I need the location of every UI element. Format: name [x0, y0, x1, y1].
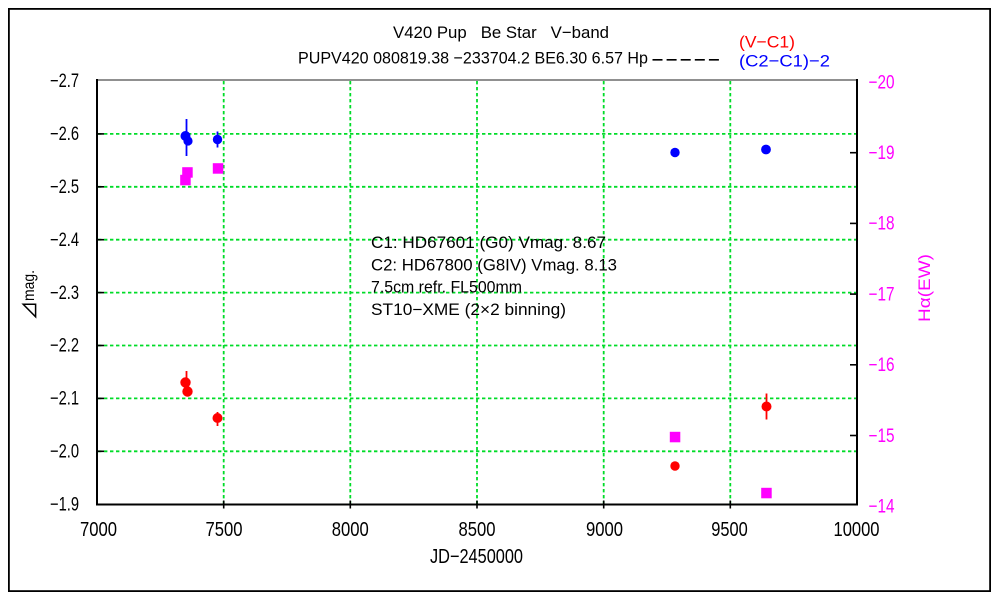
- svg-text:−2.5: −2.5: [50, 177, 79, 198]
- svg-text:10000: 10000: [834, 519, 880, 541]
- svg-text:−1.9: −1.9: [50, 494, 79, 515]
- svg-text:−20: −20: [869, 72, 895, 93]
- svg-text:C2: HD67800 (G8IV) Vmag. 8.13: C2: HD67800 (G8IV) Vmag. 8.13: [371, 256, 617, 274]
- svg-text:(C2−C1)−2: (C2−C1)−2: [739, 51, 830, 70]
- svg-text:PUPV420 080819.38 −233704.2 BE: PUPV420 080819.38 −233704.2 BE6.30 6.57 …: [298, 49, 648, 68]
- svg-text:8500: 8500: [459, 519, 496, 541]
- svg-text:C1: HD67601 (G0) Vmag. 8.67: C1: HD67601 (G0) Vmag. 8.67: [371, 234, 606, 252]
- svg-text:−15: −15: [869, 426, 895, 447]
- svg-text:7000: 7000: [80, 519, 117, 541]
- svg-text:JD−2450000: JD−2450000: [430, 546, 523, 568]
- svg-text:ST10−XME (2×2 binning): ST10−XME (2×2 binning): [371, 301, 566, 319]
- svg-text:(V−C1): (V−C1): [739, 32, 795, 51]
- svg-text:−2.6: −2.6: [50, 124, 79, 145]
- svg-text:9000: 9000: [586, 519, 623, 541]
- svg-text:−18: −18: [869, 214, 895, 235]
- svg-text:−2.4: −2.4: [50, 230, 79, 251]
- svg-text:−16: −16: [869, 355, 895, 376]
- svg-text:8000: 8000: [332, 519, 369, 541]
- svg-text:Hα(EW): Hα(EW): [915, 254, 934, 322]
- svg-text:−14: −14: [869, 496, 895, 517]
- svg-text:7500: 7500: [206, 519, 243, 541]
- svg-text:−2.1: −2.1: [50, 389, 79, 410]
- svg-text:9500: 9500: [711, 519, 748, 541]
- svg-text:mag.: mag.: [21, 270, 38, 301]
- svg-text:V420 Pup Be Star V−band: V420 Pup Be Star V−band: [393, 23, 609, 42]
- svg-text:−2.2: −2.2: [50, 336, 79, 357]
- svg-text:−2.3: −2.3: [50, 283, 79, 304]
- svg-text:−17: −17: [869, 284, 895, 305]
- svg-text:−2.0: −2.0: [50, 442, 79, 463]
- svg-text:7.5cm refr. FL500mm: 7.5cm refr. FL500mm: [371, 279, 522, 297]
- svg-text:−2.7: −2.7: [50, 71, 79, 92]
- svg-text:−19: −19: [869, 143, 895, 164]
